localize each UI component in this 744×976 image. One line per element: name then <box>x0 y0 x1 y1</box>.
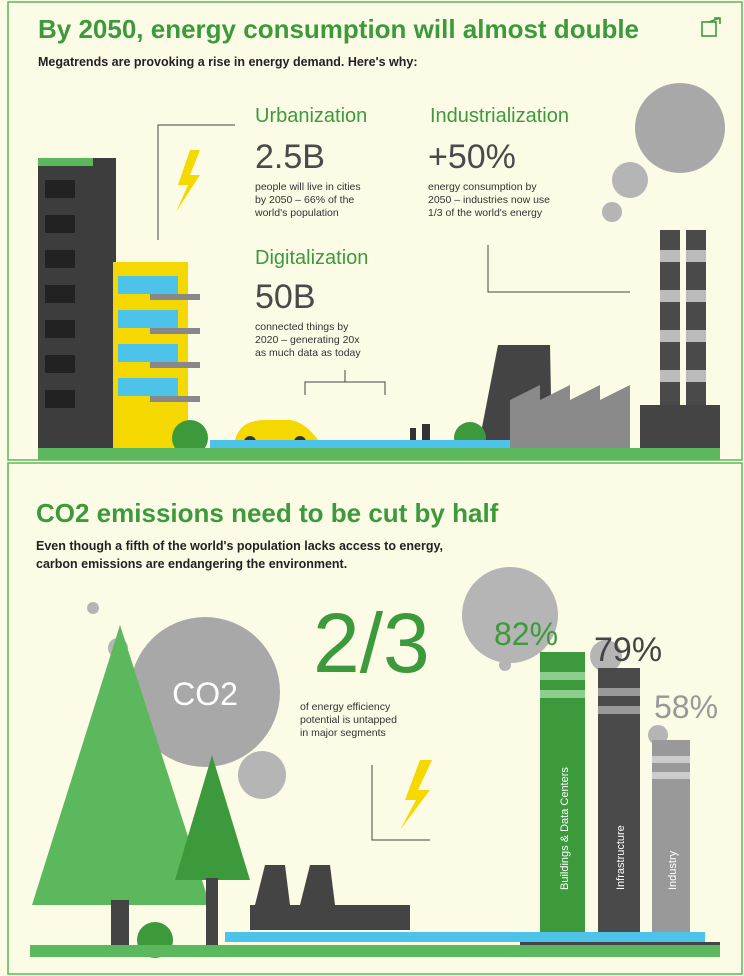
fact-text: as much data as today <box>255 347 361 359</box>
chimney-label: Buildings & Data Centers <box>559 767 571 890</box>
fact-heading: Urbanization <box>255 105 367 127</box>
chimney-value: 58% <box>654 689 718 725</box>
external-link-icon <box>702 18 720 36</box>
infographic: By 2050, energy consumption will almost … <box>0 0 744 976</box>
fact-figure: 50B <box>255 278 316 316</box>
title: CO2 emissions need to be cut by half <box>36 498 499 528</box>
chimney-value: 79% <box>594 631 662 669</box>
fact-text: 1/3 of the world's energy <box>428 207 543 219</box>
fact-text: world's population <box>254 207 339 219</box>
chimney-label: Infrastructure <box>615 825 627 890</box>
fact-figure: +50% <box>428 138 516 176</box>
fact-text: energy consumption by <box>428 181 537 193</box>
stat-text: in major segments <box>300 727 386 739</box>
fact-text: by 2050 – 66% of the <box>255 194 354 206</box>
subtitle: Even though a fifth of the world's popul… <box>36 539 443 553</box>
title: By 2050, energy consumption will almost … <box>38 14 639 44</box>
fact-text: connected things by <box>255 321 349 333</box>
stat-figure: 2/3 <box>313 596 430 690</box>
fact-text: people will live in cities <box>255 181 361 193</box>
page: {"top": {"title": "By 2050, energy consu… <box>0 0 744 976</box>
fact-heading: Digitalization <box>255 247 368 269</box>
fact-figure: 2.5B <box>255 138 325 176</box>
chimney-value: 82% <box>494 616 558 652</box>
fact-heading: Industrialization <box>430 105 569 127</box>
cloud-label: CO2 <box>172 676 238 712</box>
subtitle: Megatrends are provoking a rise in energ… <box>38 55 417 69</box>
stat-text: potential is untapped <box>300 714 397 726</box>
building-illustration <box>38 125 235 460</box>
stat-text: of energy efficiency <box>300 701 391 713</box>
fact-text: 2020 – generating 20x <box>255 334 360 346</box>
fact-text: 2050 – industries now use <box>428 194 550 206</box>
trees-illustration <box>32 602 286 958</box>
chimney-label: Industry <box>667 850 679 890</box>
bolt-and-bracket <box>372 760 432 840</box>
subtitle: carbon emissions are endangering the env… <box>36 557 347 571</box>
